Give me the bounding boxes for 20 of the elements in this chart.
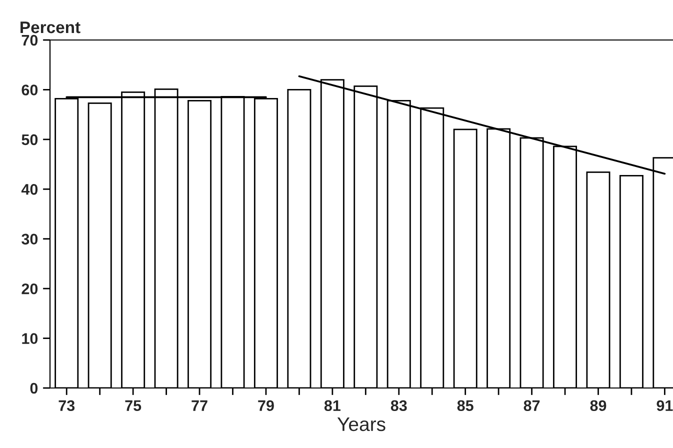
y-tick-label: 40 — [21, 184, 38, 195]
x-tick-label: 87 — [524, 400, 540, 412]
x-tick-label: 81 — [324, 400, 340, 412]
y-tick-label: 20 — [22, 283, 38, 294]
y-tick-label: 50 — [22, 134, 38, 146]
x-tick-label: 89 — [590, 400, 606, 412]
y-tick-label: 30 — [22, 234, 38, 245]
x-tick-label: 75 — [125, 400, 142, 412]
x-tick-label: 79 — [258, 400, 274, 412]
x-tick-label: 91 — [656, 400, 673, 412]
y-tick-label: 0 — [30, 382, 38, 394]
x-tick-label: 77 — [192, 400, 208, 411]
y-tick-label: 10 — [22, 333, 38, 344]
x-tick-label: 83 — [390, 400, 407, 412]
x-tick-label: 85 — [457, 400, 474, 412]
y-axis-title: Percent — [20, 22, 80, 34]
y-tick-label: 60 — [22, 84, 38, 96]
y-tick-label: 70 — [22, 34, 38, 46]
x-tick-label: 73 — [58, 400, 75, 412]
x-axis-title: Years — [337, 418, 386, 432]
